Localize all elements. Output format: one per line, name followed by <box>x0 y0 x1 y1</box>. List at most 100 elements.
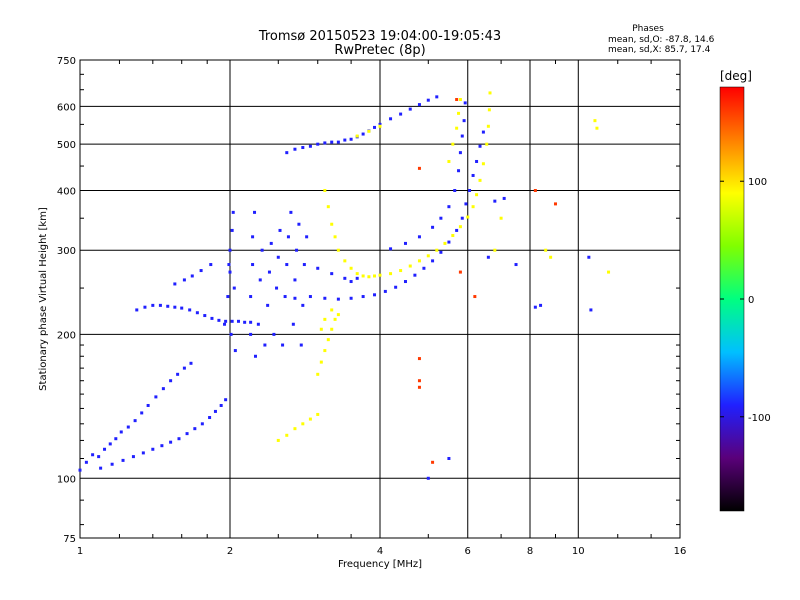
data-point <box>355 134 359 138</box>
chart-title: Tromsø 20150523 19:04:00-19:05:43 <box>258 29 501 44</box>
data-point <box>361 274 365 278</box>
data-point <box>293 147 297 151</box>
data-point <box>323 317 327 321</box>
data-point <box>431 460 435 464</box>
y-tick-label: 600 <box>57 102 76 113</box>
data-point <box>502 196 506 200</box>
data-point <box>84 460 88 464</box>
data-point <box>293 427 297 431</box>
data-point <box>91 453 95 457</box>
data-point <box>200 422 204 426</box>
data-point <box>330 272 334 276</box>
data-point <box>308 417 312 421</box>
data-point <box>464 202 468 206</box>
data-point <box>468 188 472 192</box>
data-point <box>223 322 227 326</box>
data-point <box>355 276 359 280</box>
data-point <box>475 193 479 197</box>
data-point <box>263 343 267 347</box>
data-point <box>549 255 553 259</box>
data-point <box>457 169 461 173</box>
chart-subtitle: RwPretec (8p) <box>334 43 425 58</box>
data-point <box>169 440 173 444</box>
y-axis-label: Stationary phase Virtual Height [km] <box>38 207 49 391</box>
data-point <box>182 366 186 370</box>
data-point <box>258 278 262 282</box>
legend-line-o: mean, sd,O: -87.8, 14.6 <box>608 35 715 45</box>
legend-title: Phases <box>632 24 664 34</box>
x-tick-label: 10 <box>572 546 585 557</box>
data-point <box>272 332 276 336</box>
data-point <box>151 303 155 307</box>
data-point <box>326 338 330 342</box>
data-point <box>373 293 377 297</box>
data-point <box>323 141 327 145</box>
data-point <box>455 228 459 232</box>
data-point <box>131 455 135 459</box>
data-point <box>481 130 485 134</box>
data-point <box>447 159 451 163</box>
y-tick-label: 75 <box>63 534 76 545</box>
data-point <box>316 266 320 270</box>
data-point <box>408 107 412 111</box>
data-point <box>460 216 464 220</box>
data-point <box>383 289 387 293</box>
data-point <box>361 132 365 136</box>
data-point <box>260 248 264 252</box>
colorbar-ticks: 100 0 -100 <box>720 177 771 424</box>
data-point <box>343 276 347 280</box>
data-point <box>229 332 233 336</box>
data-point <box>435 248 439 252</box>
data-point <box>140 411 144 415</box>
data-point <box>135 308 139 312</box>
data-point <box>349 137 353 141</box>
data-point <box>295 248 299 252</box>
data-point <box>176 372 180 376</box>
data-point <box>160 444 164 448</box>
data-point <box>607 270 611 274</box>
data-point <box>291 322 295 326</box>
data-point <box>230 319 234 323</box>
data-point <box>426 476 430 480</box>
data-point <box>487 108 491 112</box>
axis-ticks: 1 2 4 6 8 10 16 75 100 200 300 400 500 600 750 <box>57 56 686 557</box>
data-point <box>422 266 426 270</box>
data-point <box>301 422 305 426</box>
data-point <box>330 140 334 144</box>
data-point <box>209 263 213 267</box>
data-point <box>413 273 417 277</box>
data-point <box>336 297 340 301</box>
data-point <box>97 455 101 459</box>
data-point <box>426 98 430 102</box>
data-point <box>378 273 382 277</box>
data-point <box>460 134 464 138</box>
x-tick-label: 8 <box>527 546 533 557</box>
data-point <box>471 205 475 209</box>
data-point <box>297 222 301 226</box>
x-tick-label: 16 <box>674 546 687 557</box>
data-point <box>121 458 125 462</box>
y-tick-label: 300 <box>57 246 76 257</box>
data-point <box>305 235 309 239</box>
data-point <box>553 202 557 206</box>
data-point <box>190 274 194 278</box>
data-point <box>447 205 451 209</box>
data-point <box>417 385 421 389</box>
data-points <box>78 91 611 480</box>
data-point <box>417 235 421 239</box>
data-point <box>333 235 337 239</box>
data-point <box>349 296 353 300</box>
data-point <box>361 295 365 299</box>
data-point <box>173 282 177 286</box>
data-point <box>378 124 382 128</box>
data-point <box>233 349 237 353</box>
data-point <box>486 124 490 128</box>
y-tick-label: 750 <box>57 56 76 67</box>
data-point <box>488 91 492 95</box>
data-point <box>253 210 257 214</box>
legend-line-x: mean, sd,X: 85.7, 17.4 <box>608 45 711 55</box>
data-point <box>286 235 290 239</box>
grid-lines <box>80 60 680 538</box>
data-point <box>227 263 231 267</box>
data-point <box>210 316 214 320</box>
